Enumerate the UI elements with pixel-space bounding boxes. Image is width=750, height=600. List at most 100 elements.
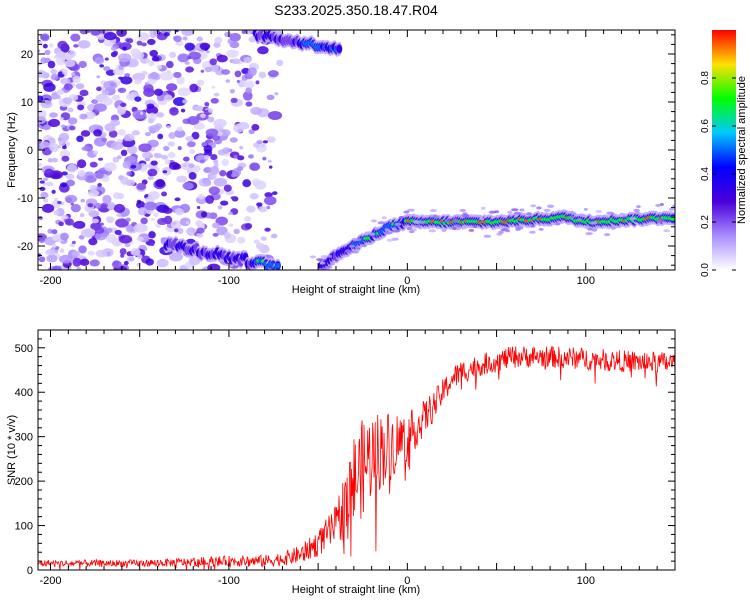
- noise-speckle: [369, 232, 376, 236]
- noise-speckle: [47, 158, 53, 163]
- noise-speckle: [50, 69, 58, 75]
- noise-speckle: [213, 177, 228, 187]
- noise-speckle: [354, 245, 360, 249]
- noise-speckle: [154, 88, 164, 96]
- noise-speckle: [95, 171, 104, 179]
- noise-speckle: [89, 259, 100, 267]
- noise-speckle: [514, 211, 521, 215]
- noise-speckle: [150, 71, 159, 80]
- noise-speckle: [87, 250, 95, 256]
- noise-speckle: [150, 243, 155, 247]
- noise-speckle: [38, 40, 43, 45]
- noise-speckle: [391, 227, 397, 231]
- noise-speckle: [144, 82, 149, 86]
- noise-speckle: [249, 162, 261, 171]
- noise-speckle: [188, 51, 202, 60]
- noise-speckle: [72, 257, 82, 267]
- noise-speckle: [214, 36, 223, 44]
- noise-speckle: [102, 194, 112, 204]
- noise-speckle: [116, 41, 122, 47]
- noise-speckle: [139, 111, 144, 115]
- noise-speckle: [441, 228, 447, 232]
- noise-speckle: [141, 42, 147, 47]
- noise-speckle: [219, 169, 227, 177]
- noise-speckle: [79, 30, 89, 35]
- noise-speckle: [188, 163, 195, 168]
- noise-speckle: [348, 244, 355, 248]
- noise-speckle: [156, 258, 169, 268]
- noise-speckle: [361, 244, 367, 248]
- noise-speckle: [188, 172, 197, 180]
- noise-speckle: [319, 261, 326, 265]
- noise-speckle: [606, 211, 615, 215]
- noise-speckle: [199, 159, 205, 164]
- noise-speckle: [585, 232, 593, 236]
- noise-speckle: [151, 56, 160, 62]
- noise-speckle: [386, 238, 394, 242]
- noise-speckle: [167, 151, 176, 159]
- noise-speckle: [59, 248, 65, 253]
- noise-speckle: [59, 117, 64, 121]
- noise-speckle: [444, 219, 450, 223]
- noise-speckle: [187, 116, 200, 125]
- noise-speckle: [133, 78, 142, 85]
- noise-speckle: [173, 35, 182, 43]
- noise-speckle: [163, 145, 170, 152]
- noise-speckle: [262, 156, 267, 161]
- noise-speckle: [57, 40, 68, 50]
- noise-speckle: [546, 204, 555, 208]
- noise-speckle: [124, 73, 131, 77]
- noise-speckle: [79, 213, 85, 218]
- noise-speckle: [77, 170, 86, 177]
- y-tick-label: 0: [27, 565, 33, 577]
- colorbar-gradient: [712, 30, 736, 270]
- noise-speckle: [166, 83, 178, 92]
- noise-speckle: [408, 230, 415, 234]
- noise-speckle: [39, 141, 51, 150]
- noise-speckle: [149, 124, 161, 133]
- noise-speckle: [595, 209, 602, 213]
- noise-speckle: [80, 198, 86, 203]
- noise-speckle: [197, 193, 205, 200]
- noise-speckle: [81, 146, 88, 151]
- noise-speckle: [66, 163, 78, 173]
- noise-speckle: [87, 203, 94, 208]
- noise-speckle: [76, 135, 84, 143]
- noise-speckle: [248, 129, 255, 135]
- noise-speckle: [96, 86, 102, 92]
- noise-speckle: [93, 129, 102, 137]
- noise-speckle: [208, 108, 214, 113]
- noise-speckle: [243, 56, 252, 64]
- noise-speckle: [327, 272, 332, 275]
- noise-speckle: [148, 60, 155, 67]
- noise-speckle: [55, 51, 66, 58]
- noise-speckle: [307, 277, 311, 280]
- noise-speckle: [255, 80, 260, 85]
- noise-speckle: [452, 226, 457, 230]
- noise-speckle: [201, 142, 208, 147]
- noise-speckle: [54, 197, 58, 202]
- noise-speckle: [99, 222, 105, 226]
- noise-speckle: [196, 79, 205, 86]
- noise-speckle: [51, 189, 56, 194]
- y-tick-label: -10: [17, 193, 33, 205]
- noise-speckle: [168, 132, 176, 140]
- noise-speckle: [205, 50, 210, 54]
- noise-speckle: [398, 215, 405, 219]
- noise-speckle: [236, 166, 244, 172]
- x-tick-label: -100: [218, 275, 240, 287]
- noise-speckle: [49, 112, 58, 118]
- x-tick-label: 100: [577, 575, 595, 587]
- noise-speckle: [70, 72, 76, 77]
- noise-speckle: [144, 132, 152, 137]
- colorbar-tick-label: 0.8: [700, 71, 711, 85]
- noise-speckle: [406, 208, 415, 212]
- noise-speckle: [112, 50, 119, 56]
- y-tick-label: 400: [15, 387, 33, 399]
- noise-speckle: [230, 97, 238, 103]
- noise-speckle: [44, 168, 54, 177]
- noise-speckle: [623, 213, 628, 217]
- noise-speckle: [116, 108, 126, 116]
- noise-speckle: [181, 30, 195, 36]
- noise-speckle: [211, 85, 216, 89]
